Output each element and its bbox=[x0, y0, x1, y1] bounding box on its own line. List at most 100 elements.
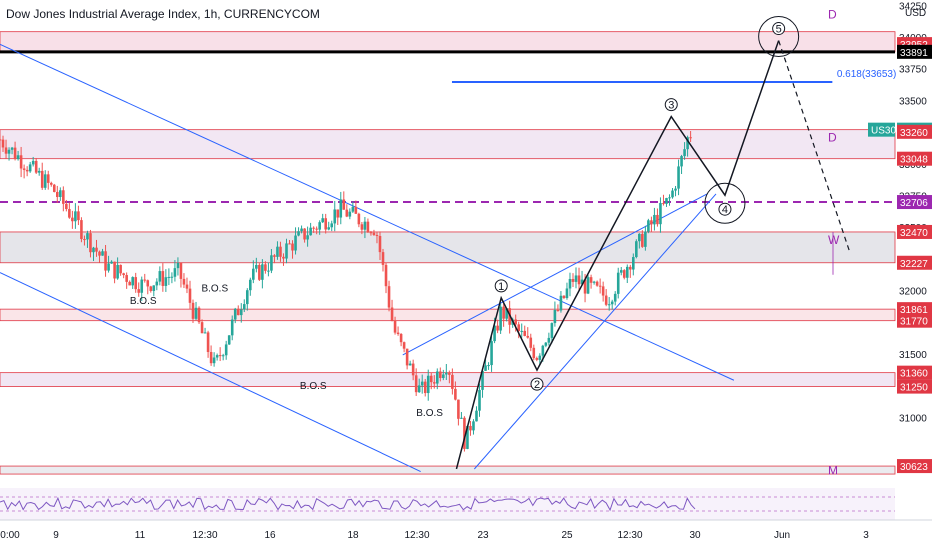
candle-body bbox=[393, 320, 397, 333]
candle-body bbox=[589, 277, 593, 283]
candle-body bbox=[119, 264, 122, 274]
candle-body bbox=[188, 288, 192, 303]
bos-label-1: B.O.S bbox=[201, 284, 228, 295]
price-tag-5: 32706 bbox=[900, 198, 928, 209]
candle-body bbox=[586, 277, 590, 294]
candle-body bbox=[242, 304, 246, 310]
candle-body bbox=[230, 319, 234, 336]
candle-body bbox=[638, 233, 641, 242]
candle-body bbox=[4, 147, 8, 154]
y-tick-1: 31500 bbox=[899, 350, 927, 361]
candle-body bbox=[396, 332, 400, 334]
candle-body bbox=[478, 389, 481, 411]
candle-body bbox=[426, 375, 430, 394]
candle-body bbox=[520, 330, 524, 332]
candle-body bbox=[360, 224, 364, 230]
candle-body bbox=[221, 355, 225, 357]
candle-body bbox=[559, 295, 563, 311]
candle-body bbox=[565, 288, 569, 299]
candle-body bbox=[345, 209, 349, 217]
candle-body bbox=[390, 307, 394, 321]
candle-body bbox=[577, 275, 581, 285]
price-tag-bg-8 bbox=[897, 302, 932, 317]
candle-body bbox=[191, 302, 195, 319]
candle-body bbox=[550, 323, 554, 338]
candle-body bbox=[369, 232, 373, 234]
wave-label-3: 3 bbox=[668, 100, 674, 112]
candle-body bbox=[517, 324, 521, 331]
candle-body bbox=[149, 286, 153, 291]
x-tick-9: 12:30 bbox=[617, 530, 642, 541]
candle-body bbox=[113, 261, 116, 279]
candle-body bbox=[233, 308, 237, 320]
candle-body bbox=[435, 371, 439, 384]
candle-body bbox=[46, 174, 50, 183]
candle-body bbox=[239, 309, 243, 316]
zone-5 bbox=[0, 465, 896, 475]
candle-body bbox=[454, 388, 457, 400]
candle-body bbox=[185, 284, 189, 289]
candle-body bbox=[372, 232, 376, 235]
wave-path bbox=[455, 40, 780, 470]
candle-body bbox=[291, 243, 294, 251]
candle-body bbox=[463, 417, 466, 449]
x-axis-background bbox=[0, 520, 932, 550]
zones-layer bbox=[0, 31, 896, 475]
candle-body bbox=[414, 375, 418, 393]
rsi-line bbox=[0, 496, 696, 512]
rsi-background bbox=[0, 488, 895, 520]
candle-body bbox=[574, 275, 578, 282]
candle-body bbox=[619, 270, 623, 273]
candle-body bbox=[55, 191, 59, 198]
price-tag-9: 31770 bbox=[900, 317, 928, 328]
candle-body bbox=[89, 233, 92, 253]
y-tick-2: 32000 bbox=[899, 287, 927, 298]
candle-body bbox=[258, 264, 261, 280]
price-tag-8: 31861 bbox=[900, 305, 928, 316]
candle-body bbox=[288, 243, 291, 245]
candle-body bbox=[505, 308, 508, 319]
candle-body bbox=[101, 251, 104, 256]
candle-body bbox=[616, 272, 620, 294]
candle-body bbox=[22, 168, 26, 170]
candle-body bbox=[330, 223, 334, 228]
candle-body bbox=[122, 273, 125, 276]
candle-body bbox=[598, 285, 602, 287]
candle-body bbox=[143, 279, 147, 281]
candle-body bbox=[264, 264, 267, 271]
candle-body bbox=[613, 293, 617, 302]
candle-body bbox=[92, 247, 95, 253]
candle-body bbox=[348, 211, 352, 217]
candle-body bbox=[279, 246, 282, 257]
candle-body bbox=[31, 160, 35, 165]
price-tag-1: 33891 bbox=[900, 48, 928, 59]
price-tag-bg-11 bbox=[897, 379, 932, 394]
candle-body bbox=[351, 206, 355, 212]
x-tick-6: 12:30 bbox=[404, 530, 429, 541]
candle-body bbox=[562, 295, 566, 299]
candle-body bbox=[34, 160, 38, 173]
candle-body bbox=[315, 228, 318, 230]
candle-body bbox=[469, 425, 472, 431]
candle-body bbox=[601, 286, 605, 296]
candle-body bbox=[686, 137, 689, 150]
price-tag-bg-3 bbox=[897, 124, 932, 139]
candle-body bbox=[13, 147, 17, 160]
candle-body bbox=[285, 243, 288, 259]
candle-body bbox=[1, 139, 5, 148]
candle-body bbox=[339, 199, 343, 218]
candle-body bbox=[249, 279, 252, 291]
wave-circle-4 bbox=[718, 202, 732, 216]
candle-body bbox=[420, 381, 424, 386]
symbol-tag: US30 bbox=[871, 126, 896, 137]
y-tick-11: 34250 bbox=[899, 1, 927, 12]
candle-body bbox=[481, 370, 484, 390]
candle-body bbox=[556, 309, 560, 311]
price-tag-10: 31360 bbox=[900, 369, 928, 380]
target-circle-0 bbox=[704, 182, 746, 224]
candle-body bbox=[146, 280, 150, 287]
timeframe-label-1: D bbox=[828, 131, 837, 145]
